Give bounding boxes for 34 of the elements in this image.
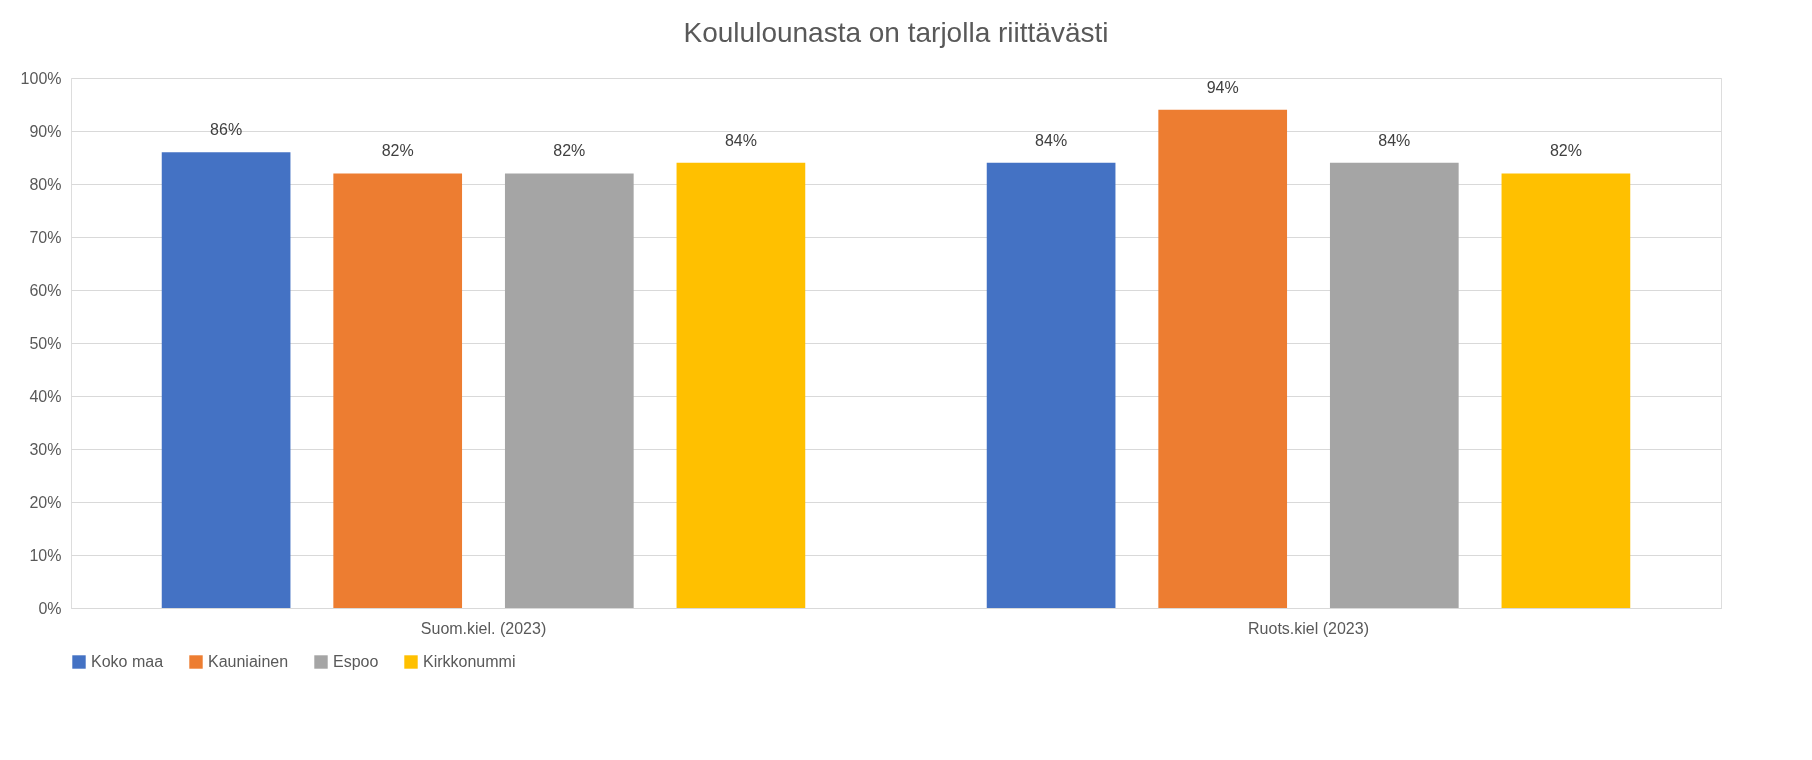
legend-label: Kauniainen <box>208 653 289 670</box>
data-label: 82% <box>381 142 414 160</box>
bar <box>1501 173 1631 608</box>
bar <box>161 152 291 608</box>
data-label: 84% <box>1378 131 1411 149</box>
chart-title: Koululounasta on tarjolla riittävästi <box>683 17 1109 48</box>
bar <box>676 162 806 608</box>
y-tick-label: 60% <box>29 281 62 299</box>
y-tick-label: 80% <box>29 175 62 193</box>
y-tick-label: 0% <box>38 599 62 617</box>
data-label: 94% <box>1206 78 1239 96</box>
legend-label: Kirkkonummi <box>423 653 516 670</box>
data-label: 84% <box>724 131 757 149</box>
bar <box>504 173 634 608</box>
y-tick-label: 100% <box>20 69 62 87</box>
y-tick-label: 70% <box>29 228 62 246</box>
data-label: 84% <box>1035 131 1068 149</box>
y-tick-label: 50% <box>29 334 62 352</box>
data-label: 82% <box>1549 142 1582 160</box>
legend-label: Koko maa <box>91 653 164 670</box>
y-tick-label: 20% <box>29 493 62 511</box>
x-tick-label: Ruots.kiel (2023) <box>1248 619 1369 637</box>
y-tick-label: 10% <box>29 546 62 564</box>
bar <box>986 162 1116 608</box>
data-label: 86% <box>210 121 243 139</box>
y-tick-label: 40% <box>29 387 62 405</box>
bar <box>1329 162 1459 608</box>
legend-label: Espoo <box>333 653 379 670</box>
x-tick-label: Suom.kiel. (2023) <box>420 619 547 637</box>
data-label: 82% <box>553 142 586 160</box>
y-tick-label: 90% <box>29 122 62 140</box>
bar <box>1158 109 1288 608</box>
y-tick-label: 30% <box>29 440 62 458</box>
bar <box>333 173 463 608</box>
